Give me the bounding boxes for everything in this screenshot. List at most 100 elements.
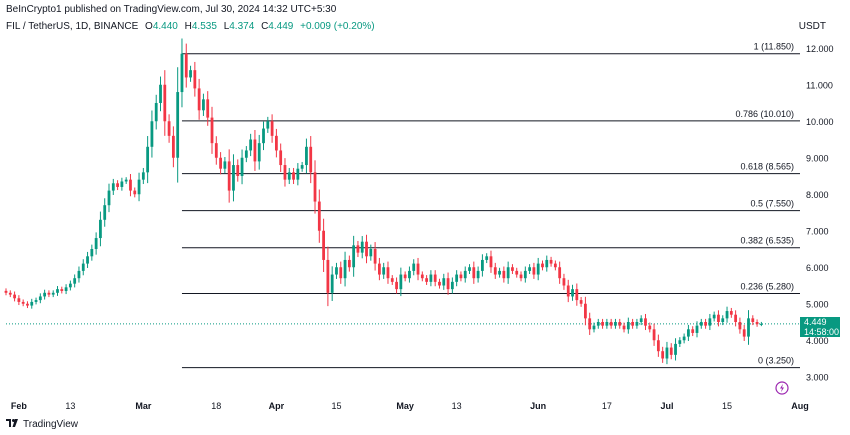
candle-up <box>202 99 205 111</box>
candle-down <box>549 259 553 264</box>
candle-up <box>759 323 763 325</box>
candle-down <box>656 340 660 352</box>
candle-up <box>343 259 347 279</box>
candle-up <box>360 241 364 253</box>
candle-down <box>459 274 463 279</box>
candle-up <box>506 267 510 279</box>
candle-up <box>592 325 596 330</box>
x-tick-label: May <box>396 401 414 411</box>
candlestick-series <box>4 38 763 365</box>
candle-down <box>704 322 707 326</box>
candle-up <box>240 157 244 176</box>
fib-level-label: 0.786 (10.010) <box>735 109 794 119</box>
y-tick-label: 6.000 <box>806 263 829 273</box>
fib-level-label: 0.618 (8.565) <box>740 162 794 172</box>
candle-up <box>408 270 411 279</box>
candle-down <box>438 281 441 286</box>
candle-up <box>596 322 600 326</box>
candle-up <box>481 259 484 271</box>
candle-down <box>184 53 188 78</box>
candle-down <box>751 318 755 322</box>
candle-down <box>541 263 544 268</box>
candle-up <box>64 287 68 291</box>
x-tick-label: 18 <box>211 401 221 411</box>
candle-up <box>330 274 334 293</box>
x-tick-label: 15 <box>722 401 732 411</box>
fib-level-label: 0 (3.250) <box>758 356 794 366</box>
candle-up <box>614 322 617 326</box>
high-key: H <box>184 21 192 32</box>
candle-down <box>575 289 579 301</box>
candle-up <box>146 146 150 173</box>
candle-up <box>699 322 703 326</box>
fib-level-label: 0.5 (7.550) <box>750 199 794 209</box>
candle-up <box>712 314 716 319</box>
candle-up <box>43 292 47 297</box>
currency-label[interactable]: USDT <box>798 21 826 32</box>
candle-down <box>631 322 635 326</box>
candle-up <box>639 318 643 322</box>
candle-down <box>26 303 29 306</box>
candle-down <box>609 322 613 326</box>
time-axis[interactable]: Feb 13 Mar 18 Apr 15 May 13 Jun 17 Jul 15 Aug <box>11 401 809 411</box>
candle-up <box>124 179 128 182</box>
candle-up <box>605 322 609 326</box>
candle-up <box>682 336 686 341</box>
candle-down <box>553 263 557 268</box>
candle-up <box>103 205 107 220</box>
candle-up <box>154 103 158 122</box>
candle-up <box>571 289 574 297</box>
x-tick-label: Feb <box>11 401 28 411</box>
candle-down <box>511 267 514 271</box>
high-value: 4.535 <box>191 21 217 32</box>
y-tick-label: 11.000 <box>806 80 833 90</box>
candle-down <box>279 150 283 166</box>
candle-down <box>729 311 733 315</box>
candle-up <box>476 270 480 279</box>
candle-up <box>352 245 356 268</box>
y-tick-label: 10.000 <box>806 117 834 127</box>
open-key: O <box>145 21 153 32</box>
symbol-label[interactable]: FIL / TetherUS, 1D, BINANCE <box>6 21 139 32</box>
candle-up <box>81 263 85 271</box>
candle-down <box>317 201 321 231</box>
candle-down <box>648 325 652 330</box>
candle-up <box>189 70 192 78</box>
candle-down <box>193 70 197 89</box>
candle-up <box>695 325 699 333</box>
candle-down <box>253 139 257 162</box>
candle-up <box>382 267 386 275</box>
candle-down <box>274 135 278 151</box>
candle-down <box>584 303 587 319</box>
tradingview-brand: TradingView <box>23 419 79 430</box>
candle-up <box>99 219 102 239</box>
candle-down <box>219 157 222 169</box>
x-tick-label: 13 <box>65 401 75 411</box>
x-tick-label: 15 <box>331 401 341 411</box>
ohlc-legend: FIL / TetherUS, 1D, BINANCE O4.440 H4.53… <box>6 21 375 32</box>
candle-up <box>90 249 94 257</box>
candle-up <box>77 270 81 279</box>
candle-down <box>644 318 647 326</box>
price-axis[interactable]: 3.000 4.000 5.000 6.000 7.000 8.000 9.000 10.00… <box>806 44 834 383</box>
x-tick-label: Aug <box>791 401 809 411</box>
candle-up <box>528 267 532 271</box>
fib-level-label: 1 (11.850) <box>754 42 794 52</box>
candle-down <box>167 121 171 136</box>
candle-down <box>8 292 12 295</box>
candle-down <box>116 183 119 187</box>
candle-down <box>292 172 295 180</box>
tradingview-footer[interactable]: TradingView <box>6 418 78 431</box>
candle-down <box>532 267 536 275</box>
candle-down <box>420 274 424 279</box>
candle-down <box>210 117 214 144</box>
candle-up <box>305 146 308 166</box>
y-tick-label: 7.000 <box>806 226 829 236</box>
candle-up <box>137 179 141 195</box>
candle-down <box>236 165 240 176</box>
candle-down <box>558 267 562 279</box>
candle-down <box>472 267 476 279</box>
candle-down <box>493 267 497 275</box>
lightning-bolt-icon[interactable] <box>775 381 789 400</box>
